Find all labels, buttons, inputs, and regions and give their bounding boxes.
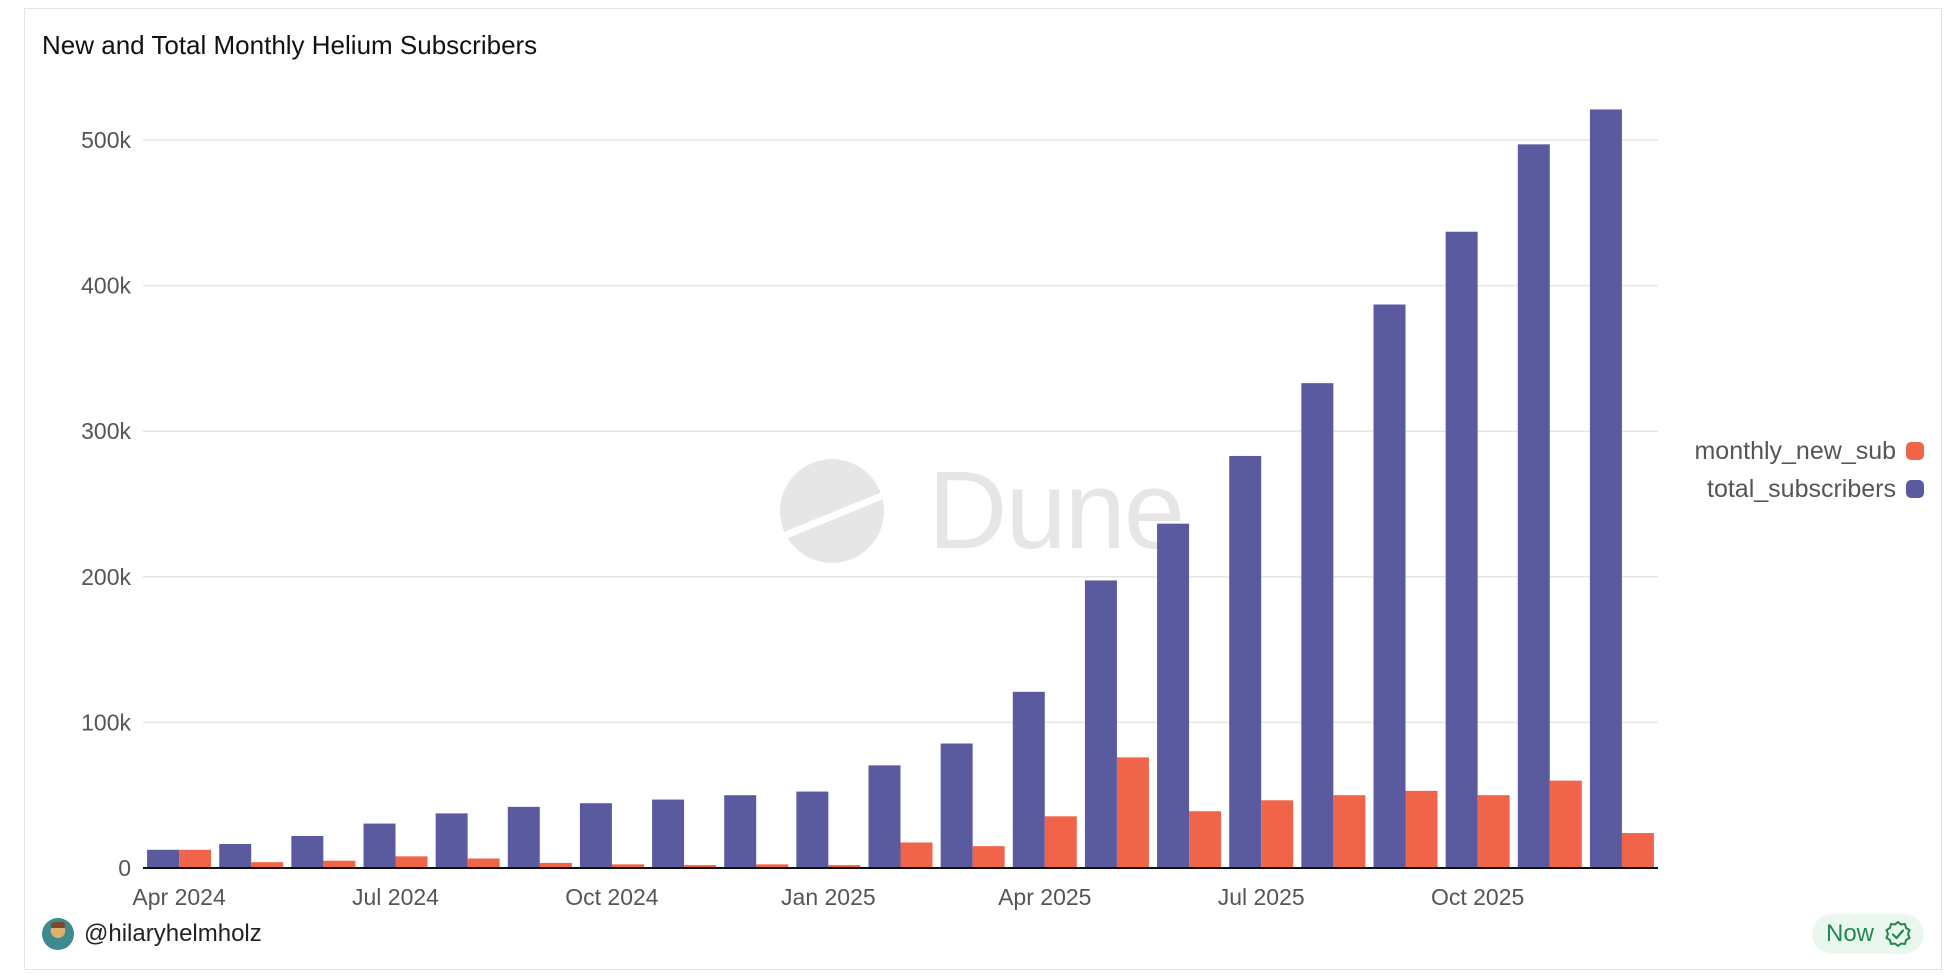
bar-monthly-new-sub[interactable]	[395, 856, 428, 868]
bar-total-subscribers[interactable]	[1589, 109, 1622, 868]
bar-monthly-new-sub[interactable]	[539, 862, 572, 868]
legend-item-total-subscribers[interactable]: total_subscribers	[1694, 470, 1924, 508]
bar-monthly-new-sub[interactable]	[1477, 795, 1510, 868]
chart-card	[24, 8, 1942, 970]
dune-logo-icon	[780, 459, 884, 563]
y-tick-label: 500k	[81, 127, 131, 153]
bar-monthly-new-sub[interactable]	[828, 865, 861, 868]
avatar	[42, 918, 74, 950]
bar-monthly-new-sub[interactable]	[1189, 811, 1222, 868]
chart-title: New and Total Monthly Helium Subscribers	[42, 30, 538, 60]
bar-monthly-new-sub[interactable]	[323, 860, 356, 868]
bar-monthly-new-sub[interactable]	[1405, 790, 1438, 868]
y-tick-label: 200k	[81, 564, 131, 590]
legend-swatch-monthly-new-sub	[1906, 442, 1924, 460]
legend-label-total-subscribers: total_subscribers	[1707, 474, 1896, 503]
status-badge: Now	[1811, 914, 1924, 954]
bar-total-subscribers[interactable]	[363, 823, 396, 868]
bar-monthly-new-sub[interactable]	[251, 862, 284, 868]
bar-monthly-new-sub[interactable]	[611, 864, 644, 868]
bar-total-subscribers[interactable]	[1157, 523, 1190, 868]
bar-total-subscribers[interactable]	[219, 843, 252, 868]
bar-total-subscribers[interactable]	[579, 803, 612, 868]
legend-swatch-total-subscribers	[1906, 480, 1924, 498]
watermark: Dune	[780, 449, 1185, 572]
bar-total-subscribers[interactable]	[1445, 231, 1478, 868]
bar-monthly-new-sub[interactable]	[1621, 833, 1654, 868]
y-tick-label: 300k	[81, 418, 131, 444]
bar-total-subscribers[interactable]	[1517, 144, 1550, 869]
bar-monthly-new-sub[interactable]	[467, 858, 500, 868]
bar-monthly-new-sub[interactable]	[179, 849, 212, 868]
bar-total-subscribers[interactable]	[868, 765, 901, 868]
verified-check-icon	[1885, 921, 1911, 947]
bar-total-subscribers[interactable]	[147, 849, 180, 868]
legend-label-monthly-new-sub: monthly_new_sub	[1694, 436, 1896, 465]
axes: Apr 2024 Jul 2024 Oct 2024 Jan 2025 Apr 2025…	[132, 867, 1658, 910]
bar-monthly-new-sub[interactable]	[684, 865, 717, 868]
bar-total-subscribers[interactable]	[1373, 304, 1406, 868]
watermark-text: Dune	[928, 449, 1185, 572]
bar-monthly-new-sub[interactable]	[1261, 800, 1294, 868]
x-tick-label: Jan 2025	[781, 884, 876, 910]
bar-monthly-new-sub[interactable]	[1116, 757, 1149, 868]
author-name: @hilaryhelmholz	[84, 920, 262, 947]
bar-total-subscribers[interactable]	[724, 795, 757, 868]
legend: monthly_new_sub total_subscribers	[1694, 432, 1924, 508]
x-tick-label: Apr 2025	[998, 884, 1091, 910]
bar-total-subscribers[interactable]	[1084, 580, 1117, 868]
bar-total-subscribers[interactable]	[1229, 455, 1262, 868]
bar-monthly-new-sub[interactable]	[1333, 795, 1366, 868]
status-text: Now	[1825, 920, 1874, 947]
x-tick-label: Jul 2024	[352, 884, 439, 910]
bar-total-subscribers[interactable]	[507, 806, 540, 868]
x-tick-label: Jul 2025	[1218, 884, 1305, 910]
bar-total-subscribers[interactable]	[1301, 383, 1334, 868]
x-tick-label: Oct 2024	[565, 884, 659, 910]
bar-total-subscribers[interactable]	[796, 791, 829, 868]
bar-total-subscribers[interactable]	[435, 813, 468, 868]
grid-lines: 0 100k 200k 300k 400k 500k	[81, 127, 1658, 881]
bar-monthly-new-sub[interactable]	[1044, 816, 1077, 868]
author-link[interactable]: @hilaryhelmholz	[42, 918, 262, 950]
bar-monthly-new-sub[interactable]	[972, 846, 1005, 868]
y-tick-label: 400k	[81, 273, 131, 299]
bar-total-subscribers[interactable]	[940, 743, 973, 868]
y-tick-label: 100k	[81, 709, 131, 735]
bar-monthly-new-sub[interactable]	[756, 864, 789, 868]
y-tick-label: 0	[118, 855, 131, 881]
x-tick-label: Apr 2024	[132, 884, 226, 910]
bar-total-subscribers[interactable]	[652, 799, 685, 868]
x-tick-label: Oct 2025	[1431, 884, 1524, 910]
legend-item-monthly-new-sub[interactable]: monthly_new_sub	[1694, 432, 1924, 470]
bar-total-subscribers[interactable]	[291, 835, 324, 868]
bar-monthly-new-sub[interactable]	[1549, 780, 1582, 868]
bar-monthly-new-sub[interactable]	[900, 842, 933, 868]
bars	[147, 109, 1654, 869]
bar-total-subscribers[interactable]	[1012, 691, 1045, 868]
